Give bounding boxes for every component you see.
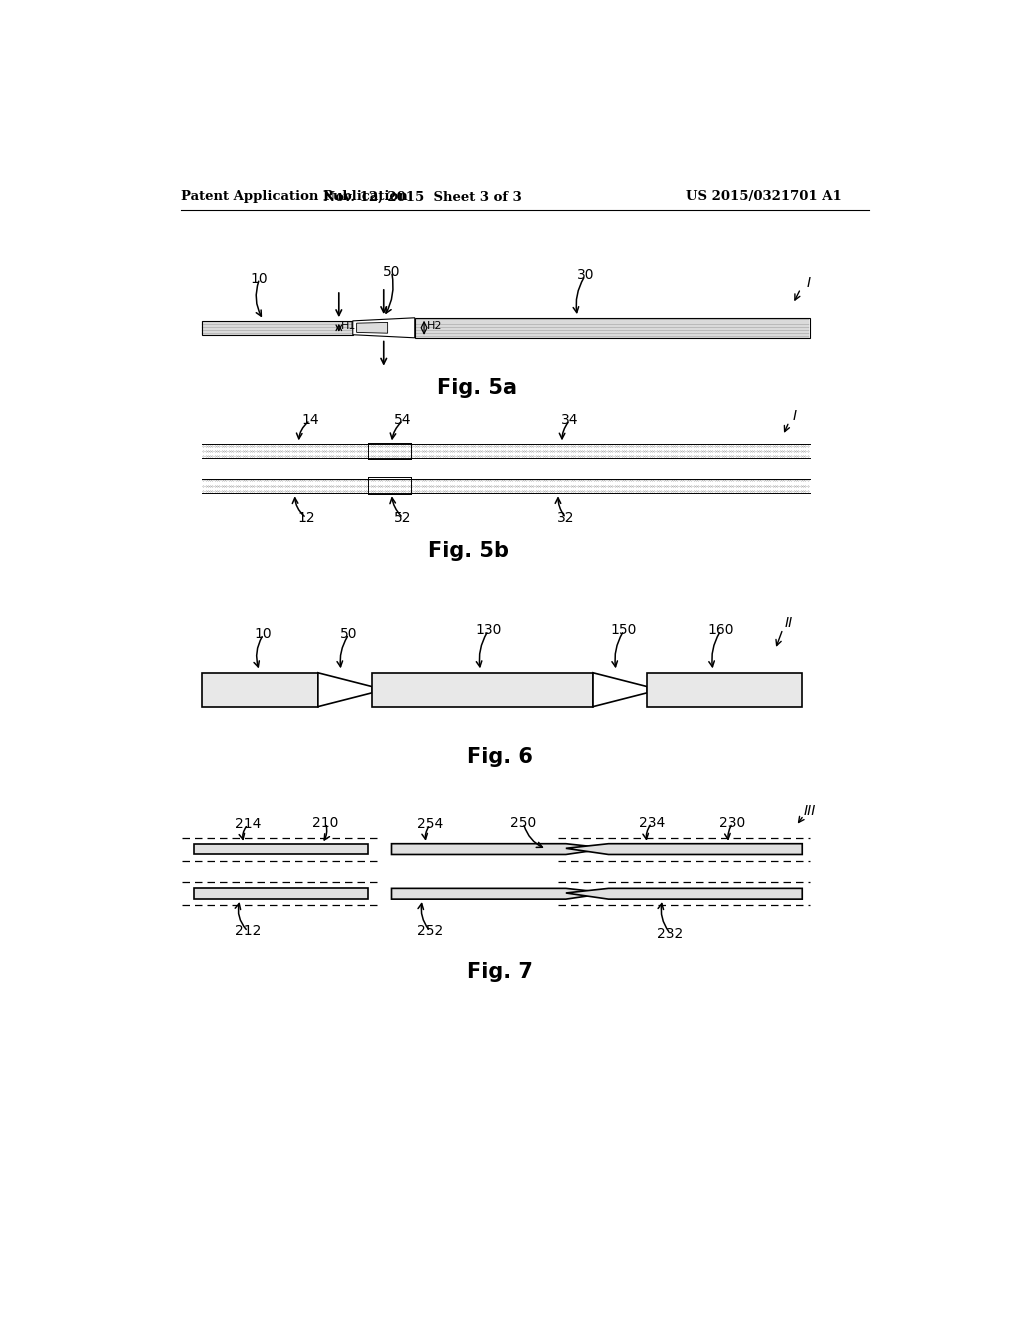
Text: H1: H1 bbox=[341, 321, 356, 331]
Text: II: II bbox=[784, 615, 793, 630]
Polygon shape bbox=[566, 843, 802, 854]
Text: 254: 254 bbox=[417, 817, 443, 832]
Bar bbox=[202, 673, 317, 706]
Bar bbox=[202, 321, 352, 335]
Bar bbox=[647, 673, 802, 706]
Bar bbox=[194, 843, 369, 854]
Text: 10: 10 bbox=[251, 272, 268, 285]
Text: 52: 52 bbox=[394, 511, 412, 525]
Text: III: III bbox=[804, 804, 816, 817]
Polygon shape bbox=[566, 888, 802, 899]
Text: 160: 160 bbox=[708, 623, 734, 638]
Polygon shape bbox=[356, 322, 388, 333]
Polygon shape bbox=[317, 673, 372, 706]
Text: 250: 250 bbox=[510, 816, 537, 830]
Polygon shape bbox=[352, 318, 415, 338]
Bar bbox=[415, 318, 810, 338]
Text: 12: 12 bbox=[297, 511, 315, 525]
Text: 214: 214 bbox=[234, 817, 261, 832]
Text: 34: 34 bbox=[561, 413, 579, 428]
Bar bbox=[194, 888, 369, 899]
Text: 14: 14 bbox=[301, 413, 318, 428]
Text: 210: 210 bbox=[312, 816, 339, 830]
Text: 54: 54 bbox=[394, 413, 412, 428]
Text: Patent Application Publication: Patent Application Publication bbox=[180, 190, 408, 203]
Text: 130: 130 bbox=[475, 623, 502, 638]
Text: Fig. 5b: Fig. 5b bbox=[428, 541, 510, 561]
Polygon shape bbox=[391, 843, 608, 854]
Text: Fig. 5a: Fig. 5a bbox=[437, 378, 517, 397]
Text: H2: H2 bbox=[426, 321, 442, 331]
Text: 10: 10 bbox=[255, 627, 272, 642]
Text: 252: 252 bbox=[417, 924, 443, 939]
Text: I: I bbox=[806, 276, 811, 290]
Text: 230: 230 bbox=[720, 816, 745, 830]
Text: Fig. 6: Fig. 6 bbox=[467, 747, 532, 767]
Polygon shape bbox=[593, 673, 647, 706]
Text: 50: 50 bbox=[340, 627, 357, 642]
Text: 234: 234 bbox=[639, 816, 665, 830]
Text: 30: 30 bbox=[577, 268, 594, 282]
Text: US 2015/0321701 A1: US 2015/0321701 A1 bbox=[686, 190, 842, 203]
Bar bbox=[372, 673, 593, 706]
Text: 50: 50 bbox=[383, 264, 400, 279]
Text: Fig. 7: Fig. 7 bbox=[467, 962, 532, 982]
Text: 32: 32 bbox=[557, 511, 574, 525]
Text: 232: 232 bbox=[657, 927, 684, 941]
Text: Nov. 12, 2015  Sheet 3 of 3: Nov. 12, 2015 Sheet 3 of 3 bbox=[324, 190, 522, 203]
Text: I: I bbox=[793, 409, 797, 424]
Text: 150: 150 bbox=[610, 623, 637, 638]
Text: 212: 212 bbox=[234, 924, 261, 939]
Polygon shape bbox=[391, 888, 608, 899]
